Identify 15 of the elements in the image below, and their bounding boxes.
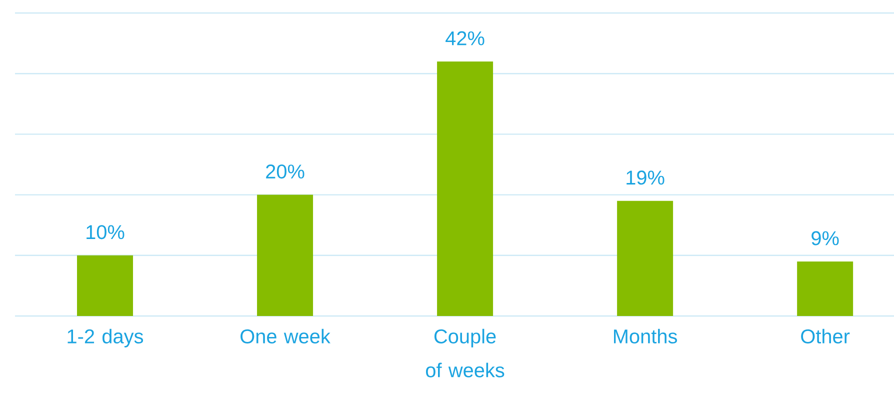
data-label: 19%	[626, 170, 664, 185]
bar	[257, 194, 314, 316]
x-tick-label: Months	[614, 328, 677, 344]
x-tick-label: 1-2 days	[68, 328, 144, 348]
x-tick-label: Other	[801, 328, 850, 344]
data-label: 42%	[446, 31, 484, 46]
x-tick-label: Couple of weeks	[426, 328, 504, 378]
bar	[617, 200, 674, 316]
bar	[797, 261, 854, 316]
x-tick-label: One week	[240, 328, 330, 344]
data-label: 10%	[86, 225, 124, 240]
data-label: 20%	[266, 164, 304, 179]
bar	[77, 255, 134, 316]
data-label: 9%	[812, 231, 839, 246]
bar	[437, 61, 494, 316]
